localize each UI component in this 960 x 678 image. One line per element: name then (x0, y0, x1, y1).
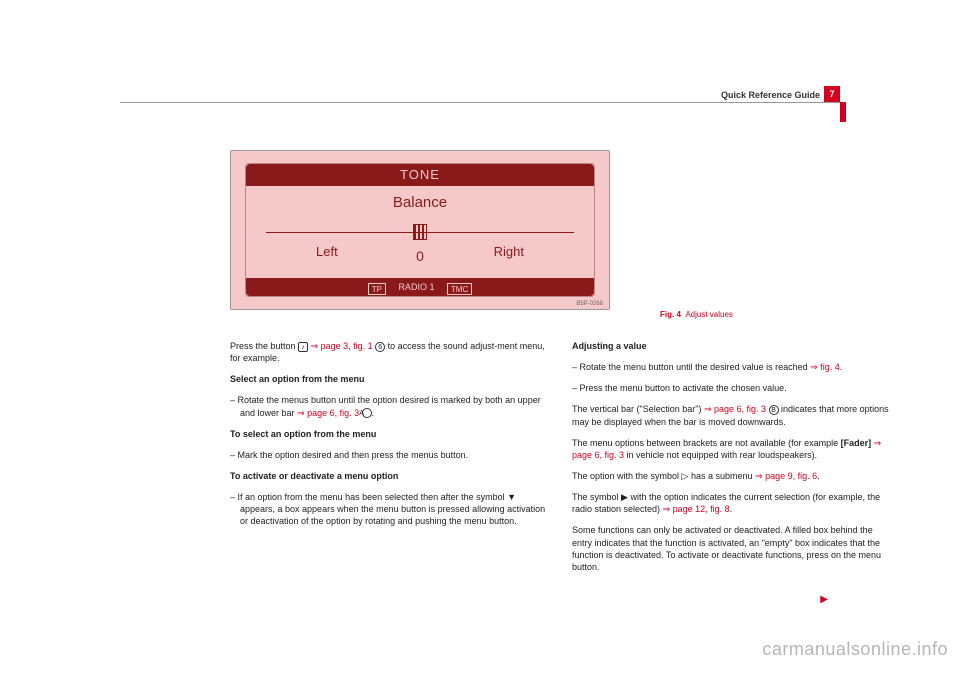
text: Press the button (230, 341, 298, 351)
radio-display-figure: TONE Balance Left Right 0 TP RADIO 1 TMC… (230, 150, 610, 310)
press-button-text: Press the button ♪ ⇒ page 3, fig. 1 6 to… (230, 340, 550, 364)
right-column: Adjusting a value – Rotate the menu butt… (572, 340, 892, 582)
figure-caption: Fig. 4 Adjust values (660, 310, 733, 319)
display-title: TONE (246, 164, 594, 186)
page-ref: ⇒ page 6, fig. 3 (704, 404, 769, 414)
brackets-note: The menu options between brackets are no… (572, 437, 892, 461)
bullet-rotate-value: – Rotate the menu button until the desir… (572, 361, 892, 373)
page-number: 7 (824, 86, 840, 102)
slider-thumb (413, 224, 427, 240)
left-column: Press the button ♪ ⇒ page 3, fig. 1 6 to… (230, 340, 550, 537)
ref-letter: A (362, 408, 372, 418)
text: The vertical bar ("Selection bar") (572, 404, 704, 414)
text: . (730, 504, 733, 514)
header-title: Quick Reference Guide (721, 90, 820, 100)
watermark: carmanualsonline.info (762, 639, 948, 660)
slider-value: 0 (246, 248, 594, 264)
vertical-bar-note: The vertical bar ("Selection bar") ⇒ pag… (572, 403, 892, 427)
bullet-activate: – If an option from the menu has been se… (230, 491, 550, 527)
ref-num: 6 (375, 342, 385, 352)
text: . (817, 471, 820, 481)
page-ref: ⇒ page 12, fig. 8 (663, 504, 730, 514)
page-ref: ⇒ page 6, fig. 3 (297, 408, 362, 418)
page: Quick Reference Guide 7 TONE Balance Lef… (0, 0, 960, 678)
text: The menu options between brackets are no… (572, 438, 841, 448)
bullet-rotate-menus: – Rotate the menus button until the opti… (230, 394, 550, 418)
fig-num: Fig. 4 (660, 310, 681, 319)
page-tab (840, 102, 846, 122)
heading-activate: To activate or deactivate a menu option (230, 470, 550, 482)
tmc-indicator: TMC (447, 283, 472, 295)
continue-arrow-icon: ▶ (820, 594, 828, 605)
heading-select-option: Select an option from the menu (230, 373, 550, 385)
note-icon: ♪ (298, 342, 308, 352)
status-bar: TP RADIO 1 TMC (246, 278, 594, 296)
header-rule (120, 102, 840, 103)
fig-text: Adjust values (685, 310, 733, 319)
text: – Rotate the menu button until the desir… (572, 362, 810, 372)
fader-label: [Fader] (841, 438, 872, 448)
text: . (840, 362, 843, 372)
functions-note: Some functions can only be activated or … (572, 524, 892, 573)
fig-ref: ⇒ fig. 4 (810, 362, 840, 372)
bullet-mark-option: – Mark the option desired and then press… (230, 449, 550, 461)
ref-letter: B (769, 405, 779, 415)
figure-code: B5P-0268 (576, 301, 603, 307)
selection-note: The symbol ▶ with the option indicates t… (572, 491, 892, 515)
text: . (372, 408, 375, 418)
display-inner: TONE Balance Left Right 0 TP RADIO 1 TMC (245, 163, 595, 297)
tp-indicator: TP (368, 283, 386, 295)
display-mode: Balance (246, 194, 594, 211)
bullet-press-activate: – Press the menu button to activate the … (572, 382, 892, 394)
text: in vehicle not equipped with rear loudsp… (624, 450, 817, 460)
heading-adjusting: Adjusting a value (572, 340, 892, 352)
heading-to-select: To select an option from the menu (230, 428, 550, 440)
submenu-note: The option with the symbol ▷ has a subme… (572, 470, 892, 482)
text: – Rotate the menus button until the opti… (230, 395, 541, 417)
station-name: RADIO 1 (398, 278, 434, 296)
text: The option with the symbol ▷ has a subme… (572, 471, 755, 481)
page-ref: ⇒ page 9, fig. 6 (755, 471, 817, 481)
page-ref: ⇒ page 3, fig. 1 (311, 341, 376, 351)
